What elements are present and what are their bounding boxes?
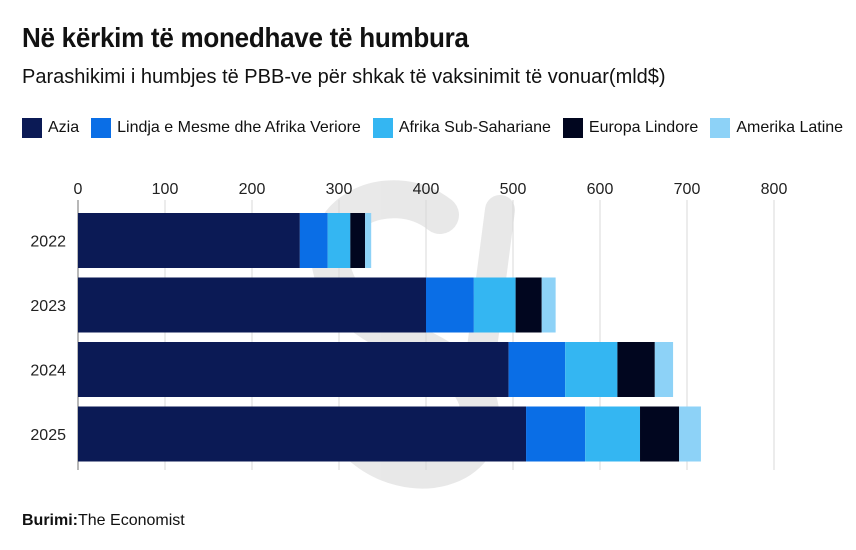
- source-label: Burimi:: [22, 512, 78, 529]
- x-tick-label: 400: [413, 181, 440, 198]
- legend-label: Amerika Latine: [736, 119, 844, 136]
- source-note: Burimi:The Economist: [22, 512, 185, 530]
- x-tick-label: 700: [674, 181, 701, 198]
- legend-label: Afrika Sub-Sahariane: [398, 119, 551, 136]
- legend-swatch: [710, 118, 731, 138]
- bar-segment: [365, 213, 372, 268]
- bar-segment: [473, 277, 516, 333]
- x-tick-label: 200: [239, 181, 266, 198]
- x-tick-label: 800: [761, 181, 788, 198]
- bar-segment: [78, 406, 527, 462]
- legend-label: Lindja e Mesme dhe Afrika Veriore: [117, 119, 361, 136]
- legend: Azia Lindja e Mesme dhe Afrika Veriore Afr…: [22, 118, 855, 138]
- bar-segment: [299, 213, 328, 268]
- legend-item: Lindja e Mesme dhe Afrika Veriore: [91, 118, 361, 138]
- x-tick-label: 600: [587, 181, 614, 198]
- bar-segment: [515, 277, 542, 333]
- bars: [78, 213, 701, 462]
- bar-segment: [78, 213, 300, 268]
- bar-segment: [640, 406, 680, 462]
- bar-segment: [541, 277, 556, 333]
- legend-item: Amerika Latine: [710, 118, 843, 138]
- bar-segment: [78, 277, 426, 333]
- category-label: 2022: [30, 234, 66, 251]
- chart-title: Në kërkim të monedhave të humbura: [22, 22, 469, 53]
- x-axis-ticks: 0 100 200 300 400 500 600 700 800: [74, 181, 788, 198]
- legend-label: Azia: [48, 119, 80, 136]
- category-label: 2024: [30, 363, 66, 380]
- bar-segment: [585, 406, 641, 462]
- bar-segment: [350, 213, 366, 268]
- category-label: 2023: [30, 298, 66, 315]
- legend-swatch: [22, 118, 42, 138]
- category-label: 2025: [30, 427, 66, 444]
- bar-segment: [327, 213, 351, 268]
- x-tick-label: 300: [326, 181, 353, 198]
- bar-segment: [426, 277, 474, 333]
- bar-segment: [679, 406, 701, 462]
- y-axis-categories: 2022 2023 2024 2025: [30, 234, 66, 445]
- legend-item: Europa Lindore: [562, 118, 699, 138]
- legend-swatch: [91, 118, 112, 138]
- source-text: The Economist: [78, 512, 185, 529]
- x-tick-label: 500: [500, 181, 527, 198]
- bar-segment: [526, 406, 586, 462]
- legend-item: Afrika Sub-Sahariane: [372, 118, 551, 138]
- x-tick-label: 0: [74, 181, 83, 198]
- bar-segment: [654, 342, 674, 397]
- legend-label: Europa Lindore: [588, 119, 699, 136]
- x-tick-label: 100: [152, 181, 179, 198]
- legend-swatch: [562, 118, 583, 138]
- bar-segment: [508, 342, 566, 397]
- legend-swatch: [372, 118, 393, 138]
- legend-item: Azia: [22, 118, 79, 138]
- chart-subtitle: Parashikimi i humbjes të PBB-ve për shka…: [22, 66, 666, 88]
- bar-segment: [78, 342, 509, 397]
- bar-segment: [617, 342, 655, 397]
- bar-segment: [565, 342, 618, 397]
